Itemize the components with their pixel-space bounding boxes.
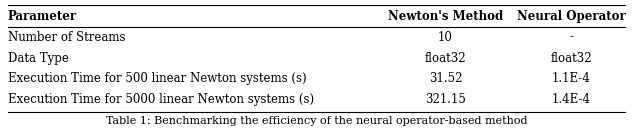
Text: Execution Time for 5000 linear Newton systems (s): Execution Time for 5000 linear Newton sy… <box>8 93 314 106</box>
Text: 1.1E-4: 1.1E-4 <box>552 72 591 86</box>
Text: Execution Time for 500 linear Newton systems (s): Execution Time for 500 linear Newton sys… <box>8 72 307 86</box>
Text: Data Type: Data Type <box>8 52 68 65</box>
Text: -: - <box>570 31 573 44</box>
Text: 10: 10 <box>438 31 453 44</box>
Text: 31.52: 31.52 <box>429 72 462 86</box>
Text: 321.15: 321.15 <box>425 93 466 106</box>
Text: Neural Operator: Neural Operator <box>517 10 626 23</box>
Text: Table 1: Benchmarking the efficiency of the neural operator-based method: Table 1: Benchmarking the efficiency of … <box>106 116 527 126</box>
Text: float32: float32 <box>550 52 593 65</box>
Text: Newton's Method: Newton's Method <box>388 10 503 23</box>
Text: 1.4E-4: 1.4E-4 <box>552 93 591 106</box>
Text: Parameter: Parameter <box>8 10 77 23</box>
Text: float32: float32 <box>425 52 467 65</box>
Text: Number of Streams: Number of Streams <box>8 31 125 44</box>
